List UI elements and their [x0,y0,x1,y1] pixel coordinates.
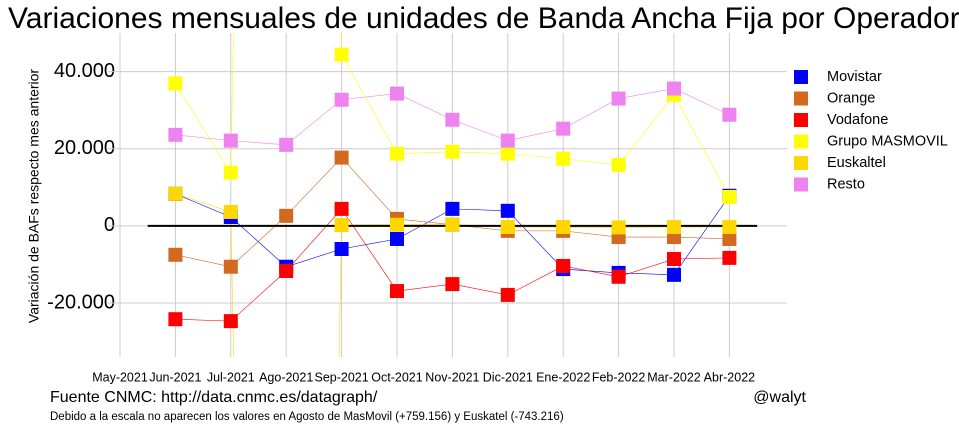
x-tick-label: Oct-2021 [371,370,422,384]
legend-swatch [794,134,808,149]
marker [168,76,183,91]
x-tick-label: Mar-2022 [647,370,701,384]
marker [334,150,349,165]
source: Fuente CNMC: http://data.cnmc.es/datagra… [50,389,378,406]
marker [168,312,183,327]
credit: @walyt [753,389,806,406]
marker [390,146,404,161]
y-tick-label: 0 [104,214,115,236]
marker [334,92,349,107]
marker [445,112,460,127]
marker [390,231,404,246]
marker [667,220,681,235]
marker [556,220,571,235]
marker [500,146,515,161]
legend-swatch [794,156,808,170]
marker [390,284,404,299]
legend-swatch [794,177,808,192]
marker [223,204,238,219]
y-axis-label: Variación de BAFs respecto mes anterior [26,69,42,324]
note: Debido a la escala no aparecen los valor… [50,411,564,423]
marker [223,314,238,329]
legend-label: Resto [827,176,865,192]
x-tick-label: Feb-2022 [592,370,646,384]
legend-label: Orange [827,90,875,106]
x-tick-label: May-2021 [92,370,148,384]
x-tick-label: Nov-2021 [425,370,479,384]
legend-swatch [794,70,808,84]
y-tick-label: -20.000 [47,291,115,313]
marker [722,231,737,246]
marker [722,220,737,235]
legend-label: Grupo MASMOVIL [827,133,948,149]
chart-title: Variaciones mensuales de unidades de Ban… [8,2,959,35]
x-tick-label: Abr-2022 [704,370,755,384]
x-tick-label: Sep-2021 [314,370,368,384]
legend-label: Euskaltel [827,155,886,171]
marker [611,220,626,235]
legend-label: Vodafone [827,112,888,128]
marker [223,133,238,148]
x-tick-label: Jul-2021 [207,370,255,384]
marker [500,220,515,235]
legend-swatch [794,91,808,106]
marker [445,144,460,159]
marker [334,242,349,256]
marker [556,258,571,273]
marker [168,186,183,201]
marker [722,107,737,122]
marker [334,47,349,62]
y-tick-label: 40.000 [54,60,115,82]
marker [667,81,681,96]
marker [722,250,737,265]
marker [667,252,681,267]
marker [334,201,349,216]
marker [334,218,349,233]
marker [500,287,515,302]
marker [279,208,294,223]
legend-swatch [794,113,808,127]
marker [445,201,460,216]
marker [390,86,404,101]
x-tick-label: Dic-2021 [483,370,533,384]
marker [611,269,626,284]
x-tick-label: Ene-2022 [536,370,590,384]
marker [168,247,183,262]
marker [500,203,515,218]
marker [611,91,626,106]
marker [445,217,460,232]
plot-area [147,33,758,357]
x-tick-label: Ago-2021 [259,370,313,384]
marker [445,277,460,292]
legend-label: Movistar [827,69,882,85]
marker [500,133,515,148]
marker [390,217,404,232]
marker [667,267,681,282]
marker [611,157,626,172]
marker [556,121,571,136]
marker [223,259,238,274]
marker [556,151,571,166]
marker [223,165,238,180]
marker [279,137,294,152]
y-tick-label: 20.000 [54,137,115,159]
marker [168,127,183,142]
marker [279,263,294,278]
x-tick-label: Jun-2021 [149,370,201,384]
marker [722,189,737,204]
